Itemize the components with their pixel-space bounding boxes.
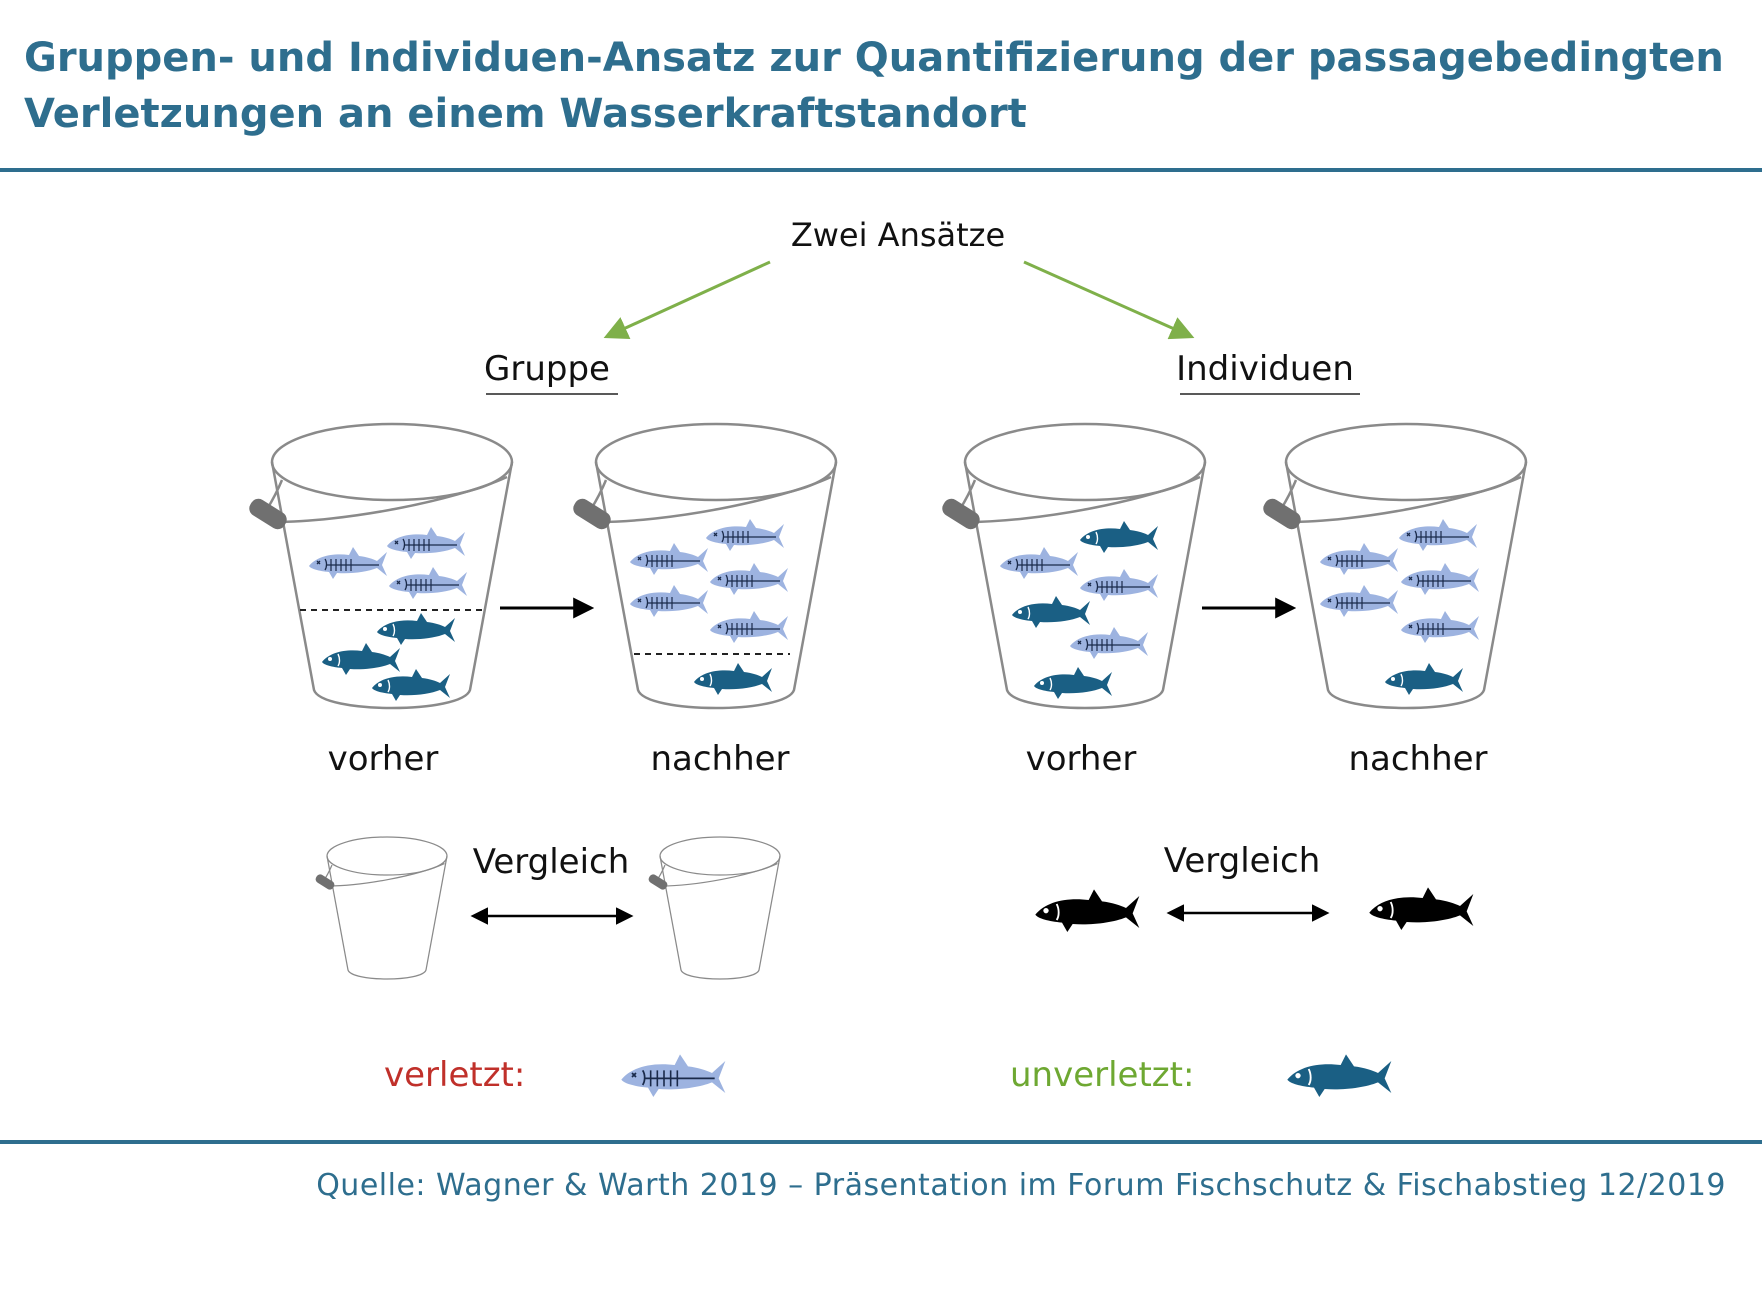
bucket-gruppe-vorher — [245, 422, 514, 710]
fish-injured — [1400, 562, 1480, 596]
source-caption: Quelle: Wagner & Warth 2019 – Präsentati… — [316, 1168, 1726, 1203]
compare-fish-right — [1368, 886, 1475, 931]
arrow-to-gruppe — [603, 260, 771, 339]
fish-injured — [999, 546, 1079, 580]
fish-injured — [709, 562, 789, 596]
fish-injured — [1319, 584, 1399, 618]
arrow-to-individuen — [1023, 260, 1195, 340]
fish-injured — [1069, 626, 1149, 660]
fish-healthy — [1011, 595, 1091, 629]
legend-injured-label: verletzt: — [384, 1055, 525, 1095]
title-line-1: Gruppen- und Individuen-Ansatz zur Quant… — [24, 35, 1724, 81]
fish-injured — [308, 546, 388, 580]
fish-healthy — [371, 668, 451, 702]
top-rule — [0, 168, 1762, 172]
bucket-individuen-vorher — [938, 422, 1207, 710]
bucket-individuen-nachher — [1259, 422, 1528, 710]
fish-injured — [388, 566, 468, 600]
fish-injured — [386, 526, 466, 560]
fish-injured — [709, 610, 789, 644]
label-individuen-vorher: vorher — [1026, 739, 1137, 779]
fish-healthy — [1079, 520, 1159, 554]
compare-bucket-left — [313, 836, 448, 980]
bottom-rule — [0, 1140, 1762, 1144]
branch-label-gruppe: Gruppe — [484, 349, 610, 389]
legend-injured-fish — [620, 1053, 727, 1098]
title-line-2: Verletzungen an einem Wasserkraftstandor… — [24, 91, 1027, 137]
fish-injured — [1398, 518, 1478, 552]
fish-injured — [629, 542, 709, 576]
root-label: Zwei Ansätze — [791, 216, 1005, 254]
label-gruppe-nachher: nachher — [650, 739, 789, 779]
legend-uninjured-label: unverletzt: — [1010, 1055, 1194, 1095]
label-gruppe-vorher: vorher — [328, 739, 439, 779]
label-gruppe-vergleich: Vergleich — [473, 842, 630, 882]
label-individuen-nachher: nachher — [1348, 739, 1487, 779]
fish-injured — [629, 584, 709, 618]
fish-healthy — [376, 612, 456, 646]
compare-bucket-right — [646, 836, 781, 980]
fish-injured — [1079, 568, 1159, 602]
fish-injured — [705, 518, 785, 552]
label-individuen-vergleich: Vergleich — [1164, 841, 1321, 881]
page-title: Gruppen- und Individuen-Ansatz zur Quant… — [24, 30, 1724, 142]
compare-fish-left — [1034, 888, 1141, 933]
legend-uninjured-fish — [1286, 1053, 1393, 1098]
fish-healthy — [693, 662, 773, 696]
fish-healthy — [1384, 662, 1464, 696]
bucket-gruppe-nachher — [569, 422, 838, 710]
fish-healthy — [321, 642, 401, 676]
fish-injured — [1400, 610, 1480, 644]
fish-healthy — [1033, 666, 1113, 700]
fish-injured — [1319, 542, 1399, 576]
branch-label-individuen: Individuen — [1176, 349, 1354, 389]
